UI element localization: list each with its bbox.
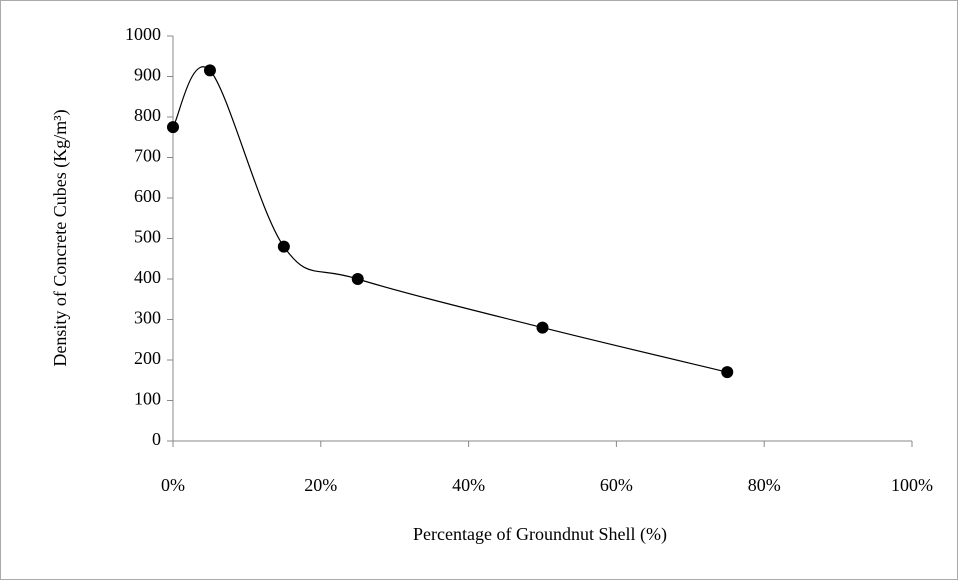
data-point: [536, 321, 549, 334]
y-tick-label: 400: [134, 267, 161, 287]
data-point: [351, 273, 364, 285]
y-tick-label: 900: [134, 65, 161, 85]
y-tick-label: 300: [134, 308, 161, 328]
y-tick-label: 0: [152, 429, 161, 449]
x-tick-label: 0%: [161, 475, 185, 495]
y-tick-label: 800: [134, 105, 161, 125]
x-tick-label: 20%: [304, 475, 337, 495]
y-tick-label: 100: [134, 389, 161, 409]
x-tick-label: 80%: [748, 475, 781, 495]
data-point: [167, 121, 179, 134]
y-tick-label: 1000: [125, 24, 161, 44]
x-tick-label: 60%: [600, 475, 633, 495]
data-point: [721, 366, 734, 379]
data-point: [203, 64, 216, 77]
y-tick-label: 200: [134, 348, 161, 368]
y-tick-label: 500: [134, 227, 161, 247]
y-axis-label: Density of Concrete Cubes (Kg/m³): [50, 109, 71, 366]
x-axis-label: Percentage of Groundnut Shell (%): [413, 524, 667, 545]
x-tick-label: 100%: [891, 475, 933, 495]
y-tick-label: 700: [134, 146, 161, 166]
x-tick-label: 40%: [452, 475, 485, 495]
data-point: [277, 240, 290, 253]
y-tick-label: 600: [134, 186, 161, 206]
